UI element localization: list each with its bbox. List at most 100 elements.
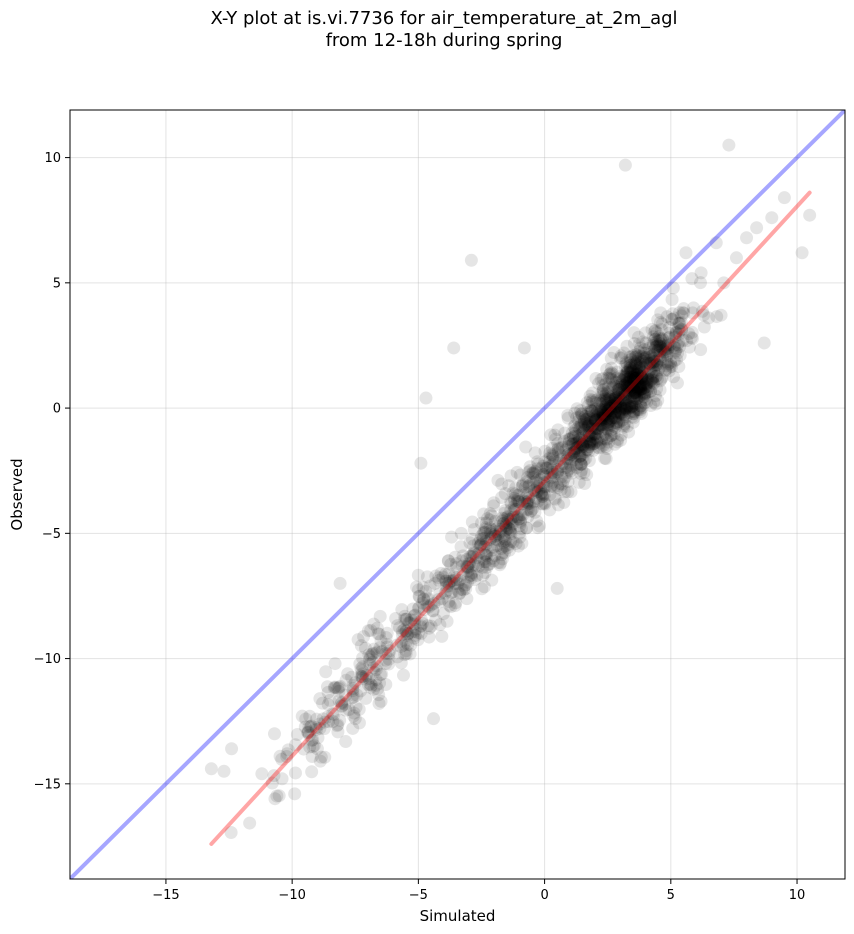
data-point	[631, 402, 645, 416]
data-point	[578, 409, 592, 423]
data-point	[608, 410, 622, 424]
data-point	[629, 357, 643, 371]
data-point	[630, 367, 644, 381]
data-point	[332, 694, 346, 708]
data-point	[407, 617, 421, 631]
data-point	[495, 552, 509, 566]
data-point	[602, 368, 616, 382]
data-point	[489, 522, 503, 536]
data-point	[648, 323, 662, 337]
data-point	[598, 391, 612, 405]
data-point	[426, 604, 440, 618]
data-point	[529, 474, 543, 488]
data-point	[621, 381, 635, 395]
data-point	[310, 723, 324, 737]
data-point	[449, 571, 463, 585]
data-point	[382, 652, 396, 666]
data-point	[598, 431, 612, 445]
data-point	[618, 378, 632, 392]
data-point	[504, 497, 518, 511]
data-point	[607, 411, 621, 425]
data-point	[653, 360, 667, 374]
data-point	[509, 502, 523, 516]
data-point	[515, 497, 529, 511]
data-point	[204, 762, 218, 776]
data-point	[372, 627, 386, 641]
data-point	[225, 742, 239, 756]
data-point	[629, 357, 643, 371]
data-point	[407, 625, 421, 639]
data-point	[619, 410, 633, 424]
data-point	[503, 522, 517, 536]
data-point	[682, 340, 696, 354]
data-point	[399, 635, 413, 649]
data-point	[498, 532, 512, 546]
data-point	[611, 394, 625, 408]
data-point	[673, 348, 687, 362]
data-point	[540, 475, 554, 489]
data-point	[702, 311, 716, 325]
data-point	[469, 559, 483, 573]
data-point	[634, 395, 648, 409]
data-point	[483, 507, 497, 521]
data-point	[598, 401, 612, 415]
data-point	[369, 673, 383, 687]
data-point	[570, 411, 584, 425]
data-point	[475, 529, 489, 543]
data-point	[501, 512, 515, 526]
data-point	[373, 641, 387, 655]
data-point	[602, 435, 616, 449]
data-point	[348, 676, 362, 690]
data-point	[326, 714, 340, 728]
data-point	[486, 499, 500, 513]
data-point	[510, 494, 524, 508]
data-point	[595, 411, 609, 425]
data-point	[479, 555, 493, 569]
data-point	[267, 769, 281, 783]
data-point	[599, 414, 613, 428]
data-point	[661, 338, 675, 352]
data-point	[596, 405, 610, 419]
data-point	[440, 576, 454, 590]
data-point	[369, 678, 383, 692]
data-point	[588, 432, 602, 446]
data-point	[631, 382, 645, 396]
data-point	[650, 369, 664, 383]
data-point	[561, 448, 575, 462]
data-point	[602, 393, 616, 407]
data-point	[593, 413, 607, 427]
data-point	[531, 494, 545, 508]
data-point	[675, 323, 689, 337]
data-point	[268, 792, 282, 806]
data-point	[275, 772, 289, 786]
data-point	[601, 412, 615, 426]
data-point	[654, 316, 668, 330]
data-point	[634, 364, 648, 378]
data-point	[538, 496, 552, 510]
data-point	[597, 417, 611, 431]
data-point	[606, 392, 620, 406]
data-point	[608, 388, 622, 402]
data-point	[583, 435, 597, 449]
x-tick-label: 10	[789, 888, 806, 903]
data-point	[451, 577, 465, 591]
data-point	[564, 431, 578, 445]
data-point	[582, 432, 596, 446]
data-point	[637, 396, 651, 410]
data-point	[630, 387, 644, 401]
data-point	[444, 586, 458, 600]
data-point	[624, 384, 638, 398]
data-point	[486, 540, 500, 554]
data-point	[629, 371, 643, 385]
data-point	[558, 457, 572, 471]
data-point	[653, 352, 667, 366]
data-point	[601, 402, 615, 416]
data-point	[480, 549, 494, 563]
data-point	[641, 370, 655, 384]
data-point	[626, 380, 640, 394]
data-point	[512, 526, 526, 540]
data-point	[578, 423, 592, 437]
data-point	[750, 221, 764, 235]
data-point	[639, 377, 653, 391]
data-point	[488, 529, 502, 543]
